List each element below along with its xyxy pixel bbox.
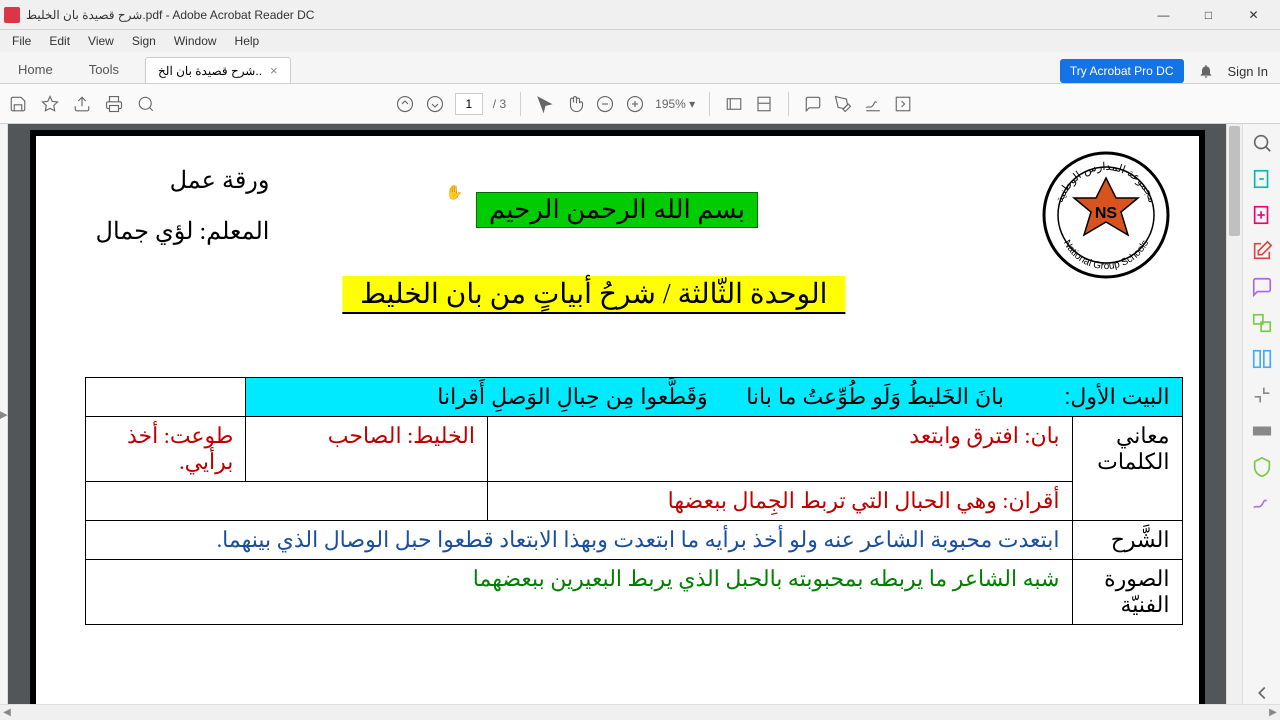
fit-page-icon[interactable]	[754, 94, 774, 114]
document-tab[interactable]: شرح قصيدة بان الخ.. ×	[145, 57, 291, 83]
create-pdf-icon[interactable]	[1251, 204, 1273, 226]
chevron-right-icon: ▶	[0, 408, 8, 421]
art-text: شبه الشاعر ما يربطه بمحبوبته بالحبل الذي…	[86, 560, 1072, 625]
tab-home[interactable]: Home	[0, 56, 71, 83]
toolbar: / 3 195% ▾	[0, 84, 1280, 124]
zoom-in-icon[interactable]	[625, 94, 645, 114]
pdf-page: مجموعة المدارس الوطنية National Group Sc…	[30, 130, 1205, 704]
pointer-icon[interactable]	[535, 94, 555, 114]
close-button[interactable]: ✕	[1231, 1, 1276, 29]
art-label: الصورة الفنيّة	[1072, 560, 1182, 625]
window-controls: — □ ✕	[1141, 1, 1276, 29]
zoom-level[interactable]: 195% ▾	[655, 97, 695, 111]
meanings-label: معاني الكلمات	[1072, 417, 1182, 521]
edit-pdf-icon[interactable]	[1251, 240, 1273, 262]
verse-empty	[86, 378, 246, 417]
comment-panel-icon[interactable]	[1251, 276, 1273, 298]
combine-icon[interactable]	[1251, 312, 1273, 334]
verse-row: البيت الأول: بانَ الخَليطُ وَلَو طُوِّعت…	[246, 378, 1182, 417]
menu-sign[interactable]: Sign	[124, 32, 164, 50]
hand-cursor-icon: ✋	[446, 184, 463, 201]
document-tab-label: شرح قصيدة بان الخ..	[158, 64, 262, 78]
menu-window[interactable]: Window	[166, 32, 225, 50]
menu-view[interactable]: View	[80, 32, 122, 50]
fill-sign-icon[interactable]	[1251, 492, 1273, 514]
try-acrobat-button[interactable]: Try Acrobat Pro DC	[1060, 59, 1184, 83]
protect-icon[interactable]	[1251, 456, 1273, 478]
tabbar: Home Tools شرح قصيدة بان الخ.. × Try Acr…	[0, 52, 1280, 84]
search-panel-icon[interactable]	[1251, 132, 1273, 154]
worksheet-label: ورقة عمل	[96, 166, 270, 195]
collapse-panel-icon[interactable]	[1251, 682, 1273, 704]
svg-text:NS: NS	[1094, 205, 1117, 222]
bismillah: بسم الله الرحمن الرحيم	[476, 192, 758, 228]
minimize-button[interactable]: —	[1141, 1, 1186, 29]
search-icon[interactable]	[136, 94, 156, 114]
star-icon[interactable]	[40, 94, 60, 114]
export-pdf-icon[interactable]	[1251, 168, 1273, 190]
save-icon[interactable]	[8, 94, 28, 114]
app-window: شرح قصيدة بان الخليط.pdf - Adobe Acrobat…	[0, 0, 1280, 720]
header-left: ورقة عمل المعلم: لؤي جمال	[96, 166, 270, 246]
highlight-icon[interactable]	[833, 94, 853, 114]
unit-title: الوحدة الثّالثة / شرحُ أبياتٍ من بان الخ…	[342, 276, 845, 314]
scroll-left-icon[interactable]: ◀	[0, 707, 14, 718]
horizontal-scrollbar[interactable]: ◀ ▶	[0, 704, 1280, 720]
right-tool-panel	[1242, 124, 1280, 704]
zoom-out-icon[interactable]	[595, 94, 615, 114]
vertical-scrollbar[interactable]	[1226, 124, 1242, 704]
more-tools-icon[interactable]	[893, 94, 913, 114]
sharh-text: ابتعدت محبوبة الشاعر عنه ولو أخذ برأيه م…	[86, 521, 1072, 560]
notification-icon[interactable]	[1198, 63, 1214, 79]
meaning-4: أقران: وهي الحبال التي تربط الجِمال ببعض…	[488, 482, 1073, 521]
maximize-button[interactable]: □	[1186, 1, 1231, 29]
fit-width-icon[interactable]	[724, 94, 744, 114]
upload-icon[interactable]	[72, 94, 92, 114]
meaning-2: الخليط: الصاحب	[246, 417, 488, 482]
scroll-thumb[interactable]	[1229, 126, 1240, 236]
menu-help[interactable]: Help	[227, 32, 268, 50]
left-pane-toggle[interactable]: ▶	[0, 124, 8, 704]
content-table: البيت الأول: بانَ الخَليطُ وَلَو طُوِّعت…	[85, 377, 1182, 625]
page-up-icon[interactable]	[395, 94, 415, 114]
menubar: File Edit View Sign Window Help	[0, 30, 1280, 52]
meaning-3: طوعت: أخذ برأيي.	[86, 417, 246, 482]
scroll-right-icon[interactable]: ▶	[1266, 707, 1280, 718]
menu-edit[interactable]: Edit	[41, 32, 78, 50]
print-icon[interactable]	[104, 94, 124, 114]
sharh-label: الشَّرح	[1072, 521, 1182, 560]
titlebar: شرح قصيدة بان الخليط.pdf - Adobe Acrobat…	[0, 0, 1280, 30]
school-logo: مجموعة المدارس الوطنية National Group Sc…	[1041, 150, 1171, 280]
page-down-icon[interactable]	[425, 94, 445, 114]
content-area: ▶ مجموعة المدارس الوطنية National Group …	[0, 124, 1280, 704]
tab-tools[interactable]: Tools	[71, 56, 137, 83]
page-total: / 3	[493, 97, 506, 111]
hand-icon[interactable]	[565, 94, 585, 114]
page-number-input[interactable]	[455, 93, 483, 115]
teacher-label: المعلم: لؤي جمال	[96, 217, 270, 246]
window-title: شرح قصيدة بان الخليط.pdf - Adobe Acrobat…	[26, 8, 1141, 22]
sign-icon[interactable]	[863, 94, 883, 114]
tab-close-icon[interactable]: ×	[270, 63, 278, 78]
meaning-1: بان: افترق وابتعد	[488, 417, 1073, 482]
document-viewport[interactable]: مجموعة المدارس الوطنية National Group Sc…	[8, 124, 1226, 704]
comment-icon[interactable]	[803, 94, 823, 114]
compress-icon[interactable]	[1251, 384, 1273, 406]
app-icon	[4, 7, 20, 23]
redact-icon[interactable]	[1251, 420, 1273, 442]
organize-icon[interactable]	[1251, 348, 1273, 370]
menu-file[interactable]: File	[4, 32, 39, 50]
sign-in-link[interactable]: Sign In	[1228, 64, 1268, 79]
